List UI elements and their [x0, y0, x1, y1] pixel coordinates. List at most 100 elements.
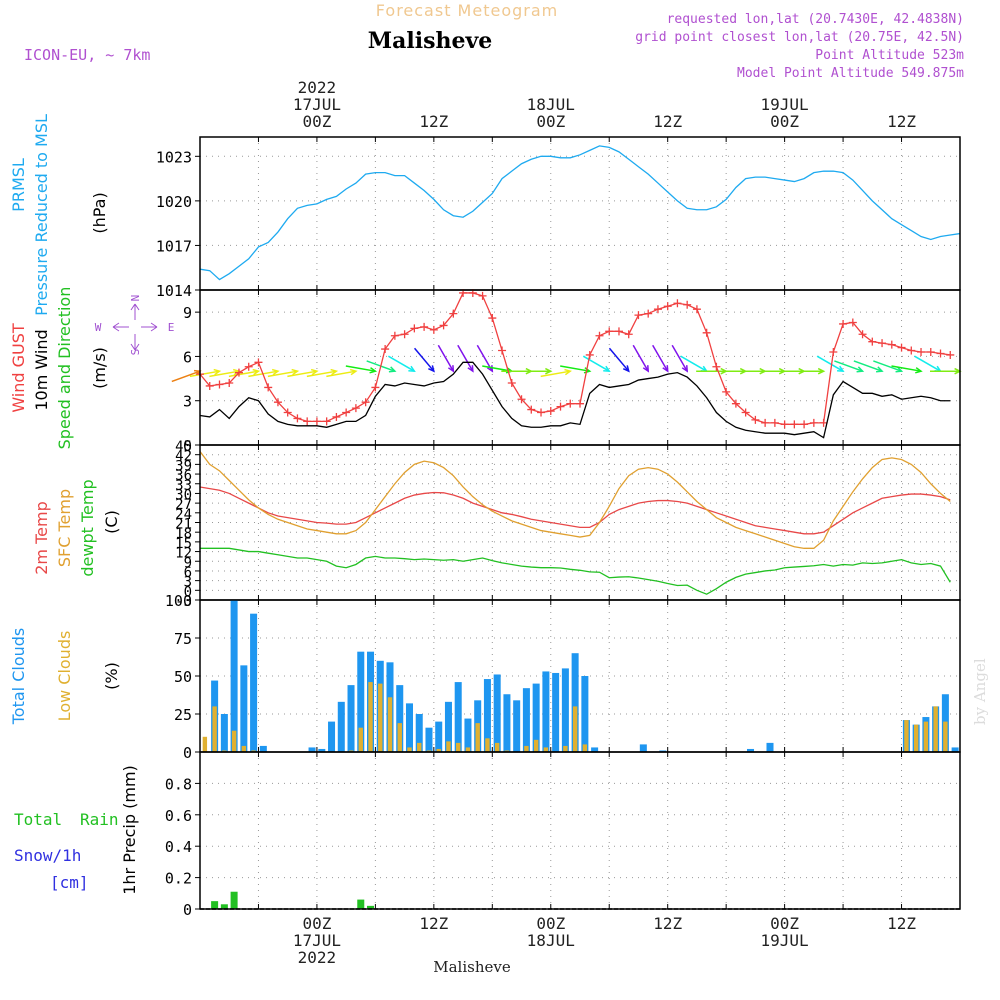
prmsl-line: [199, 145, 961, 281]
wind-dir-label: Speed and Direction: [55, 287, 74, 450]
wind-arrow-head: [622, 365, 630, 373]
gust-marker: [225, 379, 234, 387]
point-altitude: Point Altitude 523m: [815, 48, 964, 63]
y-tick-label: 6: [184, 565, 192, 581]
t2m-label: 2m Temp: [32, 501, 51, 575]
total-bar: [591, 747, 599, 752]
total-bar: [259, 745, 267, 752]
low-bar: [543, 747, 549, 752]
wind-arrow: [413, 347, 435, 372]
gust-marker: [342, 408, 351, 417]
pressure-unit: (hPa): [90, 192, 109, 233]
wind-unit: (m/s): [90, 347, 109, 389]
total-bar: [571, 653, 579, 752]
precip-rain-label: Rain: [80, 810, 119, 829]
wind-arrow-head: [388, 366, 397, 373]
panel-side-labels: PRMSL Pressure Reduced to MSL (hPa) Wind GU…: [9, 114, 174, 895]
wind-arrow: [171, 370, 201, 383]
wind-arrow-head: [895, 366, 904, 373]
low-bar: [446, 741, 451, 752]
bottom-tick-label: 12Z: [887, 914, 916, 933]
low-bar: [563, 745, 568, 752]
precip-snow-unit: [cm]: [50, 873, 89, 892]
y-tick-label: 39: [175, 458, 192, 474]
total-bar: [347, 685, 355, 752]
total-bar: [552, 672, 560, 752]
total-bar: [532, 683, 540, 752]
gust-marker: [273, 398, 282, 407]
total-bar: [951, 747, 959, 752]
low-bar: [407, 747, 412, 752]
gust-marker: [332, 412, 341, 421]
gust-marker: [498, 346, 507, 355]
y-tick-label: 9: [184, 555, 192, 571]
wind-arrow: [326, 370, 357, 378]
low-bar: [417, 742, 422, 752]
low-bar: [533, 739, 539, 752]
panel-clouds: 0 25 50 75 100: [165, 592, 961, 762]
low-bar: [485, 738, 490, 752]
low-bar: [524, 745, 529, 752]
clouds-unit: (%): [102, 662, 121, 690]
low-bar: [358, 727, 363, 752]
total-bar: [493, 674, 501, 752]
gust-marker: [644, 309, 653, 318]
wind10m-line: [199, 361, 951, 439]
wind-arrow-head: [662, 365, 669, 373]
rain-bar: [230, 891, 238, 909]
low-bar: [504, 750, 510, 752]
panel-pressure: 1014 1017 1020 1023: [156, 136, 961, 300]
top-tick-label: 12Z: [419, 112, 448, 131]
gust-marker: [400, 330, 409, 339]
gust-marker: [478, 291, 487, 300]
compass-arrows-vertical: [130, 303, 140, 351]
precip-snow-label: Snow/1h: [14, 846, 81, 865]
gust-marker: [731, 399, 740, 408]
wind-arrow-head: [310, 368, 319, 376]
y-tick-label: 25: [174, 706, 192, 724]
gust-marker: [634, 311, 643, 320]
low-bar: [933, 706, 938, 752]
total-bar: [415, 714, 423, 752]
wind-arrow-head: [915, 367, 923, 374]
y-tick-label: 0: [183, 901, 192, 919]
compass-north: N: [129, 295, 142, 302]
low-bar: [212, 706, 217, 752]
wind-arrow-head: [837, 365, 845, 373]
y-tick-label: 1014: [156, 282, 192, 300]
wind-arrow-head: [408, 365, 416, 373]
total-bar: [444, 701, 452, 752]
top-tick-label: 00Z: [770, 112, 799, 131]
panel-precip: 0 0.2 0.4 0.6 0.8: [165, 751, 961, 919]
y-tick-label: 45: [175, 439, 192, 455]
wind-arrow: [228, 370, 259, 378]
gust-marker: [673, 299, 682, 308]
footer-location: Malisheve: [433, 958, 511, 976]
wind-arrow-head: [447, 365, 455, 373]
low-bar: [475, 723, 480, 752]
gust-marker: [614, 327, 623, 336]
wind-arrow-head: [817, 367, 826, 375]
requested-coords: requested lon,lat (20.7430E, 42.4838N): [667, 12, 964, 27]
bottom-tick-label: 17JUL: [293, 931, 341, 950]
gust-marker: [361, 398, 370, 407]
y-tick-label: 3: [183, 393, 192, 411]
low-bar: [368, 682, 373, 752]
total-bar: [503, 694, 511, 752]
low-bar: [456, 742, 461, 752]
wind-arrow-head: [564, 368, 572, 376]
gust-marker: [907, 346, 916, 355]
wind-arrow: [671, 344, 688, 372]
total-bar: [435, 721, 443, 752]
location-title: Malisheve: [368, 28, 492, 54]
wind-arrow-head: [349, 368, 358, 376]
wind-arrow-head: [330, 368, 339, 376]
gust-marker: [819, 418, 828, 427]
y-tick-label: 18: [175, 526, 192, 542]
top-tick-label: 2022: [298, 78, 337, 97]
total-bar: [464, 718, 472, 752]
y-tick-label: 100: [165, 592, 192, 610]
wind-arrow: [267, 370, 298, 378]
total-bar: [308, 747, 316, 752]
